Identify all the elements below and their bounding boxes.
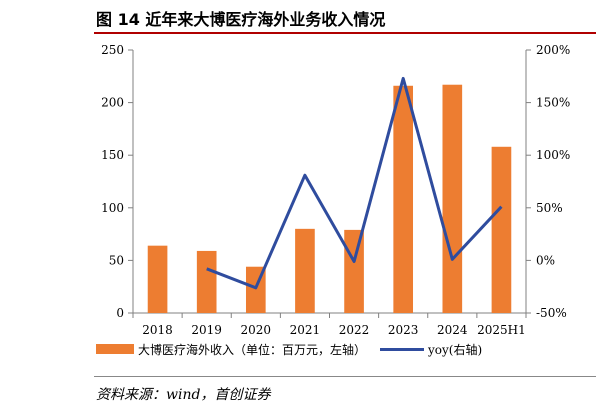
- bar: [344, 229, 364, 313]
- figure-title: 图 14 近年来大博医疗海外业务收入情况: [96, 10, 386, 29]
- y-right-tick-label: 150%: [536, 96, 570, 110]
- y-right-tick-label: 100%: [536, 148, 570, 162]
- y-left-tick-label: 250: [101, 43, 124, 57]
- bar: [295, 228, 315, 313]
- y-left-tick-label: 150: [101, 148, 124, 162]
- bar: [442, 84, 463, 313]
- x-tick-label: 2020: [241, 323, 272, 337]
- legend-line-label: yoy(右轴): [428, 342, 483, 357]
- y-right-tick-label: 0%: [536, 253, 555, 267]
- source-rule: [94, 376, 596, 377]
- x-tick-label: 2024: [437, 323, 468, 337]
- x-tick-label: 2025H1: [477, 323, 526, 337]
- bar: [196, 250, 217, 313]
- y-right-tick-label: 50%: [536, 201, 563, 215]
- legend: 大博医疗海外收入（单位：百万元，左轴） yoy(右轴): [96, 340, 482, 358]
- y-left-tick-label: 200: [101, 96, 124, 110]
- x-tick-label: 2019: [191, 323, 222, 337]
- bar: [393, 85, 414, 313]
- x-tick-label: 2018: [142, 323, 173, 337]
- yoy-line: [206, 76, 503, 290]
- legend-bar-label: 大博医疗海外收入（单位：百万元，左轴）: [138, 342, 367, 357]
- x-tick-label: 2023: [388, 323, 419, 337]
- bar: [147, 245, 168, 313]
- legend-line-swatch: [380, 347, 425, 351]
- combo-chart: 0 50 100 150 200 250 -50% 0% 50% 100% 150% 200% 2018…: [101, 43, 570, 337]
- y-left-tick-label: 0: [116, 306, 124, 320]
- y-right-tick-label: -50%: [536, 306, 567, 320]
- y-left-tick-label: 100: [101, 201, 124, 215]
- source-note: 资料来源：wind，首创证券: [96, 387, 271, 403]
- legend-bar-swatch: [96, 344, 134, 354]
- y-left-tick-label: 50: [109, 253, 124, 267]
- y-right-tick-label: 200%: [536, 43, 570, 57]
- bar: [491, 146, 512, 313]
- title-rule: [94, 32, 596, 34]
- x-tick-label: 2021: [290, 323, 321, 337]
- x-tick-label: 2022: [339, 323, 370, 337]
